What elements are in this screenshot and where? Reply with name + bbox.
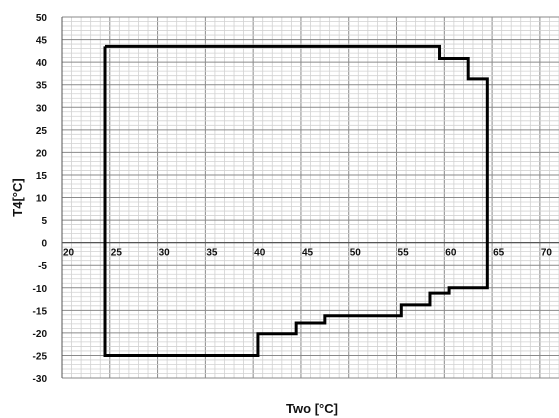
- y-tick-label: 5: [41, 216, 47, 227]
- x-tick-label: 30: [159, 248, 171, 259]
- x-axis-label: Two [°C]: [286, 401, 338, 416]
- x-tick-label: 40: [254, 248, 266, 259]
- y-axis-label: T4[°C]: [10, 178, 25, 216]
- y-tick-label: -30: [33, 374, 48, 385]
- y-tick-label: -20: [33, 329, 48, 340]
- y-tick-label: 35: [36, 81, 48, 92]
- y-tick-label: 10: [36, 194, 48, 205]
- grid: [61, 16, 559, 379]
- y-tick-label: 25: [36, 126, 48, 137]
- x-tick-label: 45: [302, 248, 314, 259]
- x-tick-label: 70: [541, 248, 553, 259]
- y-tick-label: 15: [36, 171, 48, 182]
- y-tick-label: 0: [41, 239, 47, 250]
- y-tick-label: 20: [36, 148, 48, 159]
- x-tick-labels: 20 25 30 35 40 45 50 55 60 65 70: [63, 248, 552, 259]
- x-tick-label: 35: [206, 248, 218, 259]
- y-tick-label: 50: [36, 13, 48, 24]
- y-tick-label: -10: [33, 284, 48, 295]
- y-tick-label: -5: [38, 261, 47, 272]
- x-tick-label: 65: [493, 248, 505, 259]
- y-tick-label: -15: [33, 306, 48, 317]
- series-line-0: [103, 44, 489, 357]
- x-tick-label: 20: [63, 248, 75, 259]
- x-tick-label: 50: [350, 248, 362, 259]
- x-tick-label: 55: [398, 248, 410, 259]
- y-tick-label: -25: [33, 351, 48, 362]
- series: [103, 44, 489, 357]
- x-tick-label: 25: [111, 248, 123, 259]
- y-tick-label: 45: [36, 36, 48, 47]
- y-tick-label: 30: [36, 103, 48, 114]
- y-tick-label: 40: [36, 58, 48, 69]
- x-tick-label: 60: [445, 248, 457, 259]
